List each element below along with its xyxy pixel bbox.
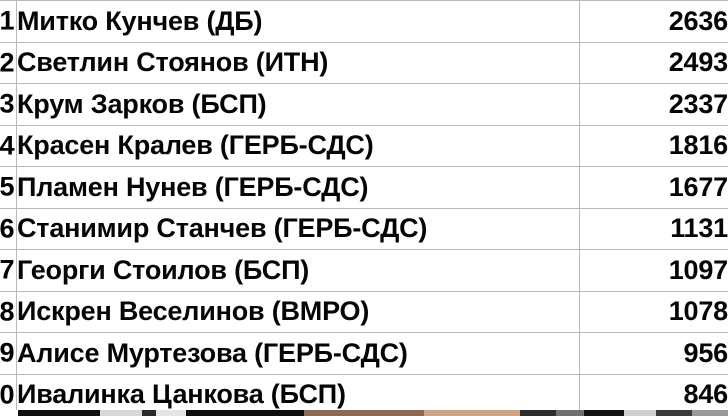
votes-cell[interactable]: 2493 bbox=[579, 41, 728, 84]
candidate-name-cell[interactable]: Крум Зарков (БСП) bbox=[16, 83, 580, 126]
candidate-name-cell[interactable]: Митко Кунчев (ДБ) bbox=[16, 0, 580, 43]
candidate-name-cell[interactable]: Станимир Станчев (ГЕРБ-СДС) bbox=[16, 207, 580, 250]
row-index-label: 3 bbox=[0, 88, 14, 119]
row-index-label: 6 bbox=[0, 213, 14, 244]
votes-cell[interactable]: 956 bbox=[579, 332, 728, 375]
votes-cell[interactable]: 1131 bbox=[579, 207, 728, 250]
row-index-label: 4 bbox=[0, 130, 14, 161]
table-row[interactable]: 2 Светлин Стоянов (ИТН) 2493 bbox=[0, 41, 728, 84]
votes-label: 2493 bbox=[668, 47, 728, 78]
row-index-cell: 6 bbox=[0, 207, 17, 250]
sliver-segment bbox=[556, 410, 584, 416]
votes-label: 846 bbox=[683, 379, 728, 410]
row-index-cell: 1 bbox=[0, 0, 17, 43]
table-row[interactable]: 8 Искрен Веселинов (ВМРО) 1078 bbox=[0, 290, 728, 333]
row-index-cell: 7 bbox=[0, 249, 17, 292]
candidate-name-label: Красен Кралев (ГЕРБ-СДС) bbox=[17, 130, 374, 161]
sliver-segment bbox=[424, 410, 520, 416]
votes-cell[interactable]: 1078 bbox=[579, 290, 728, 333]
sliver-segment bbox=[656, 410, 692, 416]
sliver-segment bbox=[0, 410, 18, 416]
row-index-cell: 9 bbox=[0, 332, 17, 375]
row-index-label: 7 bbox=[0, 254, 14, 285]
sliver-segment bbox=[624, 410, 656, 416]
votes-cell[interactable]: 2636 bbox=[579, 0, 728, 43]
row-index-cell: 4 bbox=[0, 124, 17, 167]
sliver-segment bbox=[18, 410, 100, 416]
sliver-segment bbox=[100, 410, 142, 416]
candidate-name-cell[interactable]: Георги Стоилов (БСП) bbox=[16, 249, 580, 292]
votes-cell[interactable]: 1097 bbox=[579, 249, 728, 292]
sliver-segment bbox=[304, 410, 424, 416]
table-row[interactable]: 0 Ивалинка Цанкова (БСП) 846 bbox=[0, 373, 728, 416]
table-row[interactable]: 6 Станимир Станчев (ГЕРБ-СДС) 1131 bbox=[0, 207, 728, 250]
votes-label: 2636 bbox=[668, 5, 728, 36]
table-row[interactable]: 7 Георги Стоилов (БСП) 1097 bbox=[0, 249, 728, 292]
row-index-label: 8 bbox=[0, 296, 14, 327]
candidate-name-label: Крум Зарков (БСП) bbox=[17, 88, 267, 119]
row-index-label: 9 bbox=[0, 337, 14, 368]
candidate-name-label: Митко Кунчев (ДБ) bbox=[17, 5, 263, 36]
candidate-name-label: Алисе Муртезова (ГЕРБ-СДС) bbox=[17, 337, 408, 368]
sliver-segment bbox=[692, 410, 728, 416]
candidate-name-cell[interactable]: Ивалинка Цанкова (БСП) bbox=[16, 373, 580, 416]
sliver-segment bbox=[584, 410, 624, 416]
votes-label: 2337 bbox=[668, 88, 728, 119]
candidate-name-cell[interactable]: Пламен Нунев (ГЕРБ-СДС) bbox=[16, 166, 580, 209]
votes-label: 1816 bbox=[668, 130, 728, 161]
row-index-cell: 5 bbox=[0, 166, 17, 209]
votes-label: 1677 bbox=[668, 171, 728, 202]
table-row[interactable]: 4 Красен Кралев (ГЕРБ-СДС) 1816 bbox=[0, 124, 728, 167]
candidate-name-cell[interactable]: Светлин Стоянов (ИТН) bbox=[16, 41, 580, 84]
votes-label: 1078 bbox=[668, 296, 728, 327]
candidate-name-label: Ивалинка Цанкова (БСП) bbox=[17, 379, 346, 410]
sliver-segment bbox=[520, 410, 556, 416]
table-row[interactable]: 1 Митко Кунчев (ДБ) 2636 bbox=[0, 0, 728, 43]
table-row[interactable]: 3 Крум Зарков (БСП) 2337 bbox=[0, 83, 728, 126]
row-index-cell: 3 bbox=[0, 83, 17, 126]
candidate-name-label: Пламен Нунев (ГЕРБ-СДС) bbox=[17, 171, 369, 202]
row-index-label: 1 bbox=[0, 5, 14, 36]
background-content-sliver bbox=[0, 410, 728, 416]
table-row[interactable]: 5 Пламен Нунев (ГЕРБ-СДС) 1677 bbox=[0, 166, 728, 209]
sliver-segment bbox=[186, 410, 304, 416]
row-index-cell: 8 bbox=[0, 290, 17, 333]
table-row[interactable]: 9 Алисе Муртезова (ГЕРБ-СДС) 956 bbox=[0, 332, 728, 375]
candidate-name-label: Станимир Станчев (ГЕРБ-СДС) bbox=[17, 213, 428, 244]
votes-cell[interactable]: 846 bbox=[579, 373, 728, 416]
sliver-segment bbox=[142, 410, 156, 416]
candidate-name-label: Георги Стоилов (БСП) bbox=[17, 254, 310, 285]
candidate-name-cell[interactable]: Алисе Муртезова (ГЕРБ-СДС) bbox=[16, 332, 580, 375]
votes-label: 1131 bbox=[670, 213, 728, 244]
row-index-label: 2 bbox=[0, 47, 14, 78]
votes-cell[interactable]: 2337 bbox=[579, 83, 728, 126]
row-index-cell: 2 bbox=[0, 41, 17, 84]
sliver-segment bbox=[156, 410, 186, 416]
row-index-label: 0 bbox=[0, 379, 14, 410]
row-index-cell: 0 bbox=[0, 373, 17, 416]
row-index-label: 5 bbox=[0, 171, 14, 202]
candidate-name-label: Искрен Веселинов (ВМРО) bbox=[17, 296, 370, 327]
votes-cell[interactable]: 1816 bbox=[579, 124, 728, 167]
votes-cell[interactable]: 1677 bbox=[579, 166, 728, 209]
votes-label: 1097 bbox=[668, 254, 728, 285]
candidate-name-cell[interactable]: Искрен Веселинов (ВМРО) bbox=[16, 290, 580, 333]
votes-label: 956 bbox=[683, 337, 728, 368]
candidate-name-cell[interactable]: Красен Кралев (ГЕРБ-СДС) bbox=[16, 124, 580, 167]
candidate-name-label: Светлин Стоянов (ИТН) bbox=[17, 47, 329, 78]
